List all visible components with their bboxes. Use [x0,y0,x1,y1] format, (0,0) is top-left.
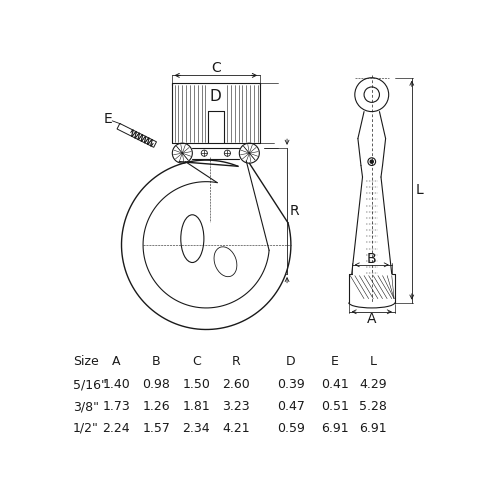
Text: 0.98: 0.98 [142,378,170,392]
Text: R: R [290,204,300,218]
Text: Size: Size [73,356,98,368]
Text: C: C [211,62,220,76]
Text: B: B [367,252,376,266]
Text: 6.91: 6.91 [321,422,348,434]
Text: 4.29: 4.29 [360,378,387,392]
Text: E: E [331,356,338,368]
Text: R: R [232,356,240,368]
Text: 0.39: 0.39 [277,378,305,392]
Text: 2.34: 2.34 [182,422,210,434]
Text: 4.21: 4.21 [222,422,250,434]
Text: 1.50: 1.50 [182,378,210,392]
Text: 5.28: 5.28 [360,400,387,413]
Text: 1/2": 1/2" [73,422,99,434]
Circle shape [370,160,374,163]
Text: D: D [286,356,296,368]
Text: 1.57: 1.57 [142,422,170,434]
Text: 0.51: 0.51 [321,400,348,413]
Text: B: B [152,356,160,368]
Text: 6.91: 6.91 [360,422,387,434]
Text: 0.41: 0.41 [321,378,348,392]
Text: 1.40: 1.40 [102,378,130,392]
Text: 1.26: 1.26 [142,400,170,413]
Text: 1.73: 1.73 [102,400,130,413]
Text: A: A [112,356,120,368]
Text: E: E [104,112,112,126]
Text: 3.23: 3.23 [222,400,250,413]
Text: C: C [192,356,200,368]
Text: L: L [416,183,424,197]
Text: D: D [210,90,222,104]
Text: 3/8": 3/8" [73,400,99,413]
Text: 5/16": 5/16" [73,378,107,392]
Text: 1.81: 1.81 [182,400,210,413]
Text: 2.60: 2.60 [222,378,250,392]
Text: A: A [367,312,376,326]
Text: 2.24: 2.24 [102,422,130,434]
Text: 0.59: 0.59 [277,422,305,434]
Text: L: L [370,356,377,368]
Text: 0.47: 0.47 [277,400,305,413]
